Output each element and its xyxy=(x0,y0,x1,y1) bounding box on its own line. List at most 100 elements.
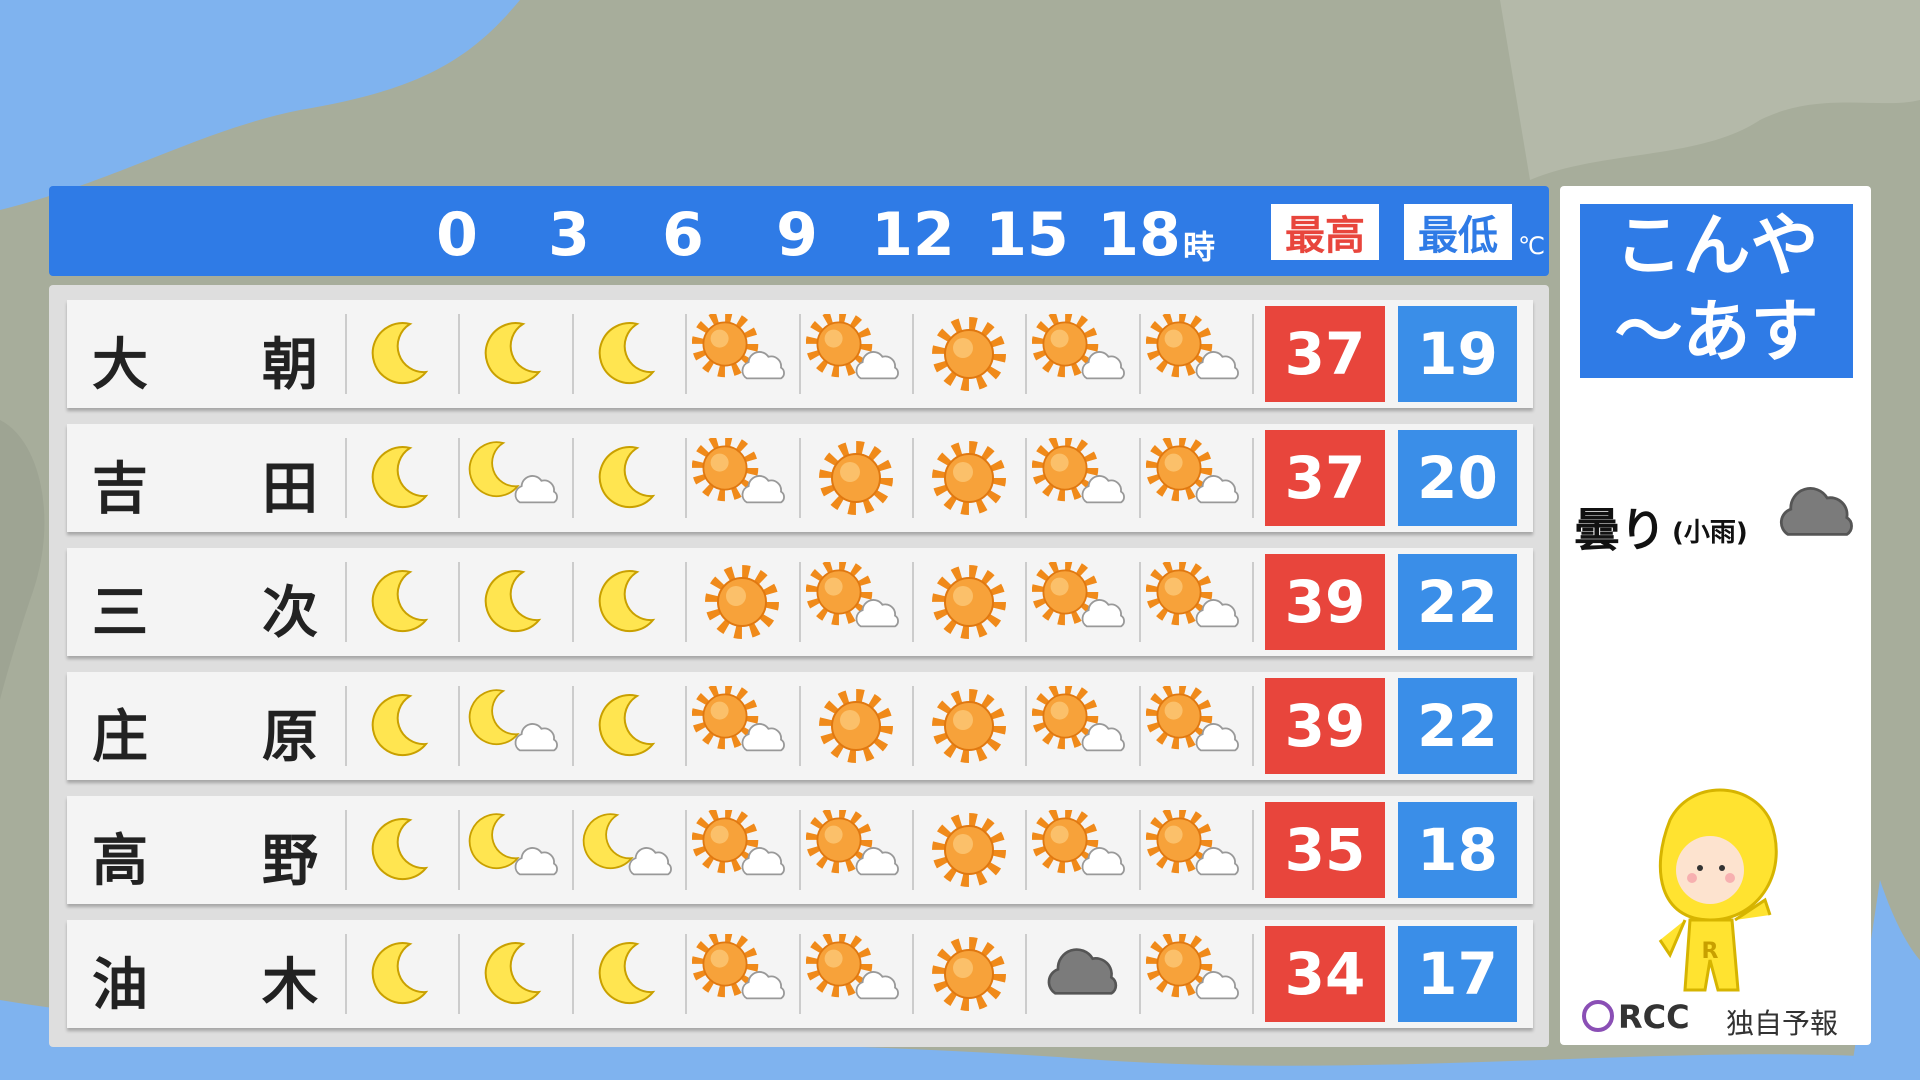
divider xyxy=(458,810,461,890)
high-temp: 37 xyxy=(1265,430,1385,526)
place-name: 朝 xyxy=(262,333,318,398)
place-name: 野 xyxy=(262,829,318,894)
weather-icon xyxy=(1779,487,1853,536)
hour-label: 6 xyxy=(662,200,704,270)
weather-icon xyxy=(919,934,1019,1014)
weather-icon xyxy=(919,810,1019,890)
weather-icon xyxy=(806,810,899,876)
side-title: こんや ～あす xyxy=(1580,204,1853,378)
divider xyxy=(345,314,347,394)
weather-icon xyxy=(692,686,786,752)
low-temp: 19 xyxy=(1398,306,1517,402)
weather-icon xyxy=(371,942,427,1005)
logo-ring xyxy=(1582,1000,1614,1032)
weather-icon xyxy=(1032,686,1126,752)
weather-icon xyxy=(371,322,427,385)
divider xyxy=(1252,810,1255,890)
divider xyxy=(1025,934,1028,1014)
weather-icon xyxy=(1047,948,1118,995)
divider xyxy=(685,934,688,1014)
hour-label: 9 xyxy=(776,200,818,270)
divider xyxy=(798,314,801,394)
divider xyxy=(685,810,688,890)
divider xyxy=(1025,314,1028,394)
divider xyxy=(571,934,574,1014)
hour-label: 15 xyxy=(985,200,1069,270)
weather-icon xyxy=(371,570,427,633)
weather-icon xyxy=(485,570,541,633)
weather-icon xyxy=(1032,810,1126,876)
weather-icon xyxy=(806,934,899,1000)
divider xyxy=(912,562,914,642)
weather-text: 曇り xyxy=(1574,503,1666,557)
weather-icon xyxy=(485,322,541,385)
weather-icon xyxy=(1146,686,1239,752)
place-name: 大 xyxy=(92,333,148,398)
divider xyxy=(798,686,801,766)
weather-icon xyxy=(1146,314,1239,380)
divider xyxy=(458,686,461,766)
low-temp: 22 xyxy=(1398,678,1517,774)
divider xyxy=(1252,438,1255,518)
divider xyxy=(1252,314,1255,394)
side-title-line: こんや xyxy=(1614,207,1819,286)
divider xyxy=(1025,810,1028,890)
mascot: R xyxy=(1658,788,1778,992)
hour-label: 3 xyxy=(548,200,590,270)
high-temp: 39 xyxy=(1265,678,1385,774)
temp-unit: ℃ xyxy=(1518,232,1545,260)
high-label: 最高 xyxy=(1271,204,1379,260)
weather-icon xyxy=(919,562,1019,642)
weather-icon xyxy=(371,446,427,509)
divider xyxy=(1025,562,1028,642)
divider xyxy=(1138,562,1141,642)
divider xyxy=(345,934,347,1014)
divider xyxy=(685,686,688,766)
weather-icon xyxy=(692,562,792,642)
low-temp: 17 xyxy=(1398,926,1517,1022)
divider xyxy=(912,438,914,518)
weather-icon xyxy=(806,562,899,628)
weather-icon xyxy=(469,813,559,876)
weather-icon xyxy=(371,818,427,881)
low-temp: 18 xyxy=(1398,802,1517,898)
weather-icon xyxy=(469,689,559,752)
place-name: 高 xyxy=(92,829,148,894)
weather-icon xyxy=(692,438,786,504)
divider xyxy=(798,438,801,518)
weather-icon xyxy=(598,570,654,633)
divider xyxy=(345,562,347,642)
place-name: 田 xyxy=(262,457,318,522)
weather-icon xyxy=(598,694,654,757)
weather-icon xyxy=(469,441,559,504)
weather-icon xyxy=(1146,562,1239,628)
hour-label: 0 xyxy=(436,200,478,270)
weather-icon xyxy=(1032,562,1126,628)
place-name: 次 xyxy=(262,581,318,646)
divider xyxy=(458,562,461,642)
hour-label: 18 xyxy=(1097,200,1181,270)
weather-icon xyxy=(1146,934,1239,1000)
weather-icon xyxy=(371,694,427,757)
weather-icon xyxy=(1146,438,1239,504)
weather-icon xyxy=(598,446,654,509)
weather-icon xyxy=(806,314,899,380)
weather-icon xyxy=(692,810,786,876)
weather-note: (小雨) xyxy=(1672,518,1748,548)
divider xyxy=(798,934,801,1014)
weather-icon xyxy=(919,686,1019,766)
divider xyxy=(571,314,574,394)
divider xyxy=(1252,562,1255,642)
divider xyxy=(912,686,914,766)
divider xyxy=(685,562,688,642)
weather-icon xyxy=(1146,810,1239,876)
weather-icon xyxy=(919,314,1019,394)
low-label: 最低 xyxy=(1404,204,1512,260)
divider xyxy=(458,438,461,518)
divider xyxy=(571,686,574,766)
divider xyxy=(1138,686,1141,766)
divider xyxy=(1025,686,1028,766)
divider xyxy=(1138,810,1141,890)
weather-icon xyxy=(692,314,786,380)
divider xyxy=(685,438,688,518)
